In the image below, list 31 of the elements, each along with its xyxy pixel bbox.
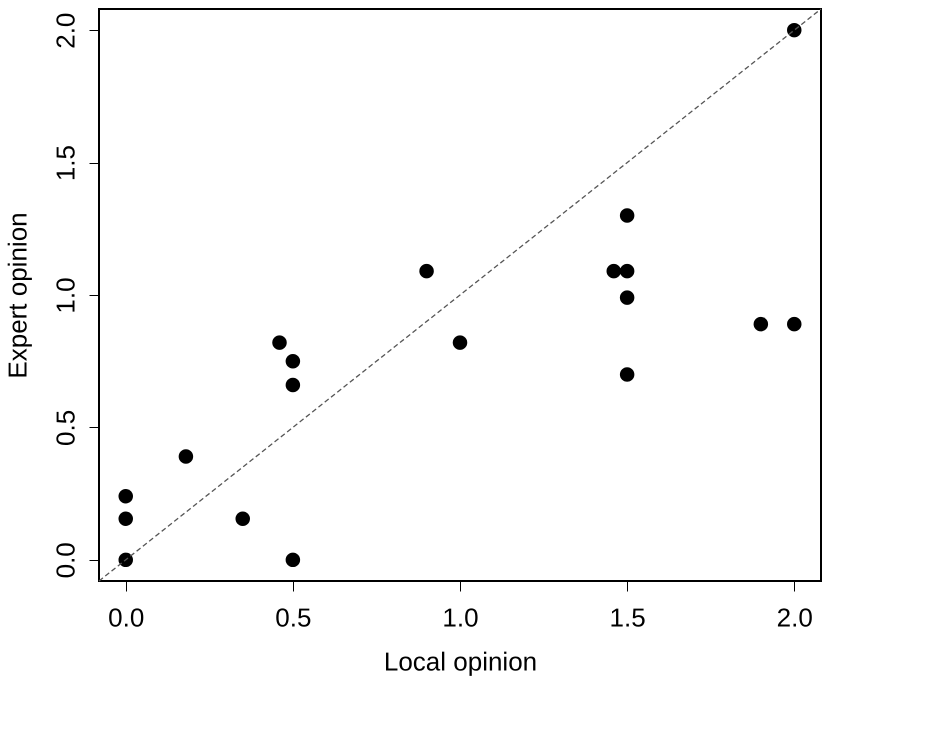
point	[606, 264, 622, 278]
y-tick-label: 0.5	[50, 410, 80, 446]
point	[620, 290, 634, 305]
point	[118, 552, 133, 568]
point	[178, 449, 194, 464]
x-tick-label: 2.0	[776, 602, 813, 632]
x-tick-label: 0.0	[108, 602, 144, 632]
point	[787, 316, 802, 332]
y-tick-label: 2.0	[50, 12, 80, 49]
point	[286, 378, 300, 392]
point	[286, 552, 300, 568]
x-tick-label: 1.0	[442, 602, 479, 632]
x-axis-title: Local opinion	[384, 646, 538, 676]
point	[286, 354, 300, 368]
point	[118, 512, 133, 526]
point	[419, 264, 434, 278]
point	[452, 335, 468, 350]
point	[272, 335, 287, 350]
point	[620, 264, 634, 278]
x-tick-label: 0.5	[275, 602, 312, 632]
point	[118, 489, 133, 504]
y-tick-label: 1.0	[50, 277, 80, 314]
point	[787, 22, 802, 38]
x-tick-label: 1.5	[610, 602, 646, 632]
point	[235, 512, 250, 526]
y-tick-label: 0.0	[50, 542, 80, 578]
y-tick-label: 1.5	[50, 145, 80, 182]
y-axis-title: Expert opinion	[2, 212, 32, 379]
point	[754, 316, 768, 332]
point	[620, 208, 634, 223]
point	[620, 367, 634, 382]
